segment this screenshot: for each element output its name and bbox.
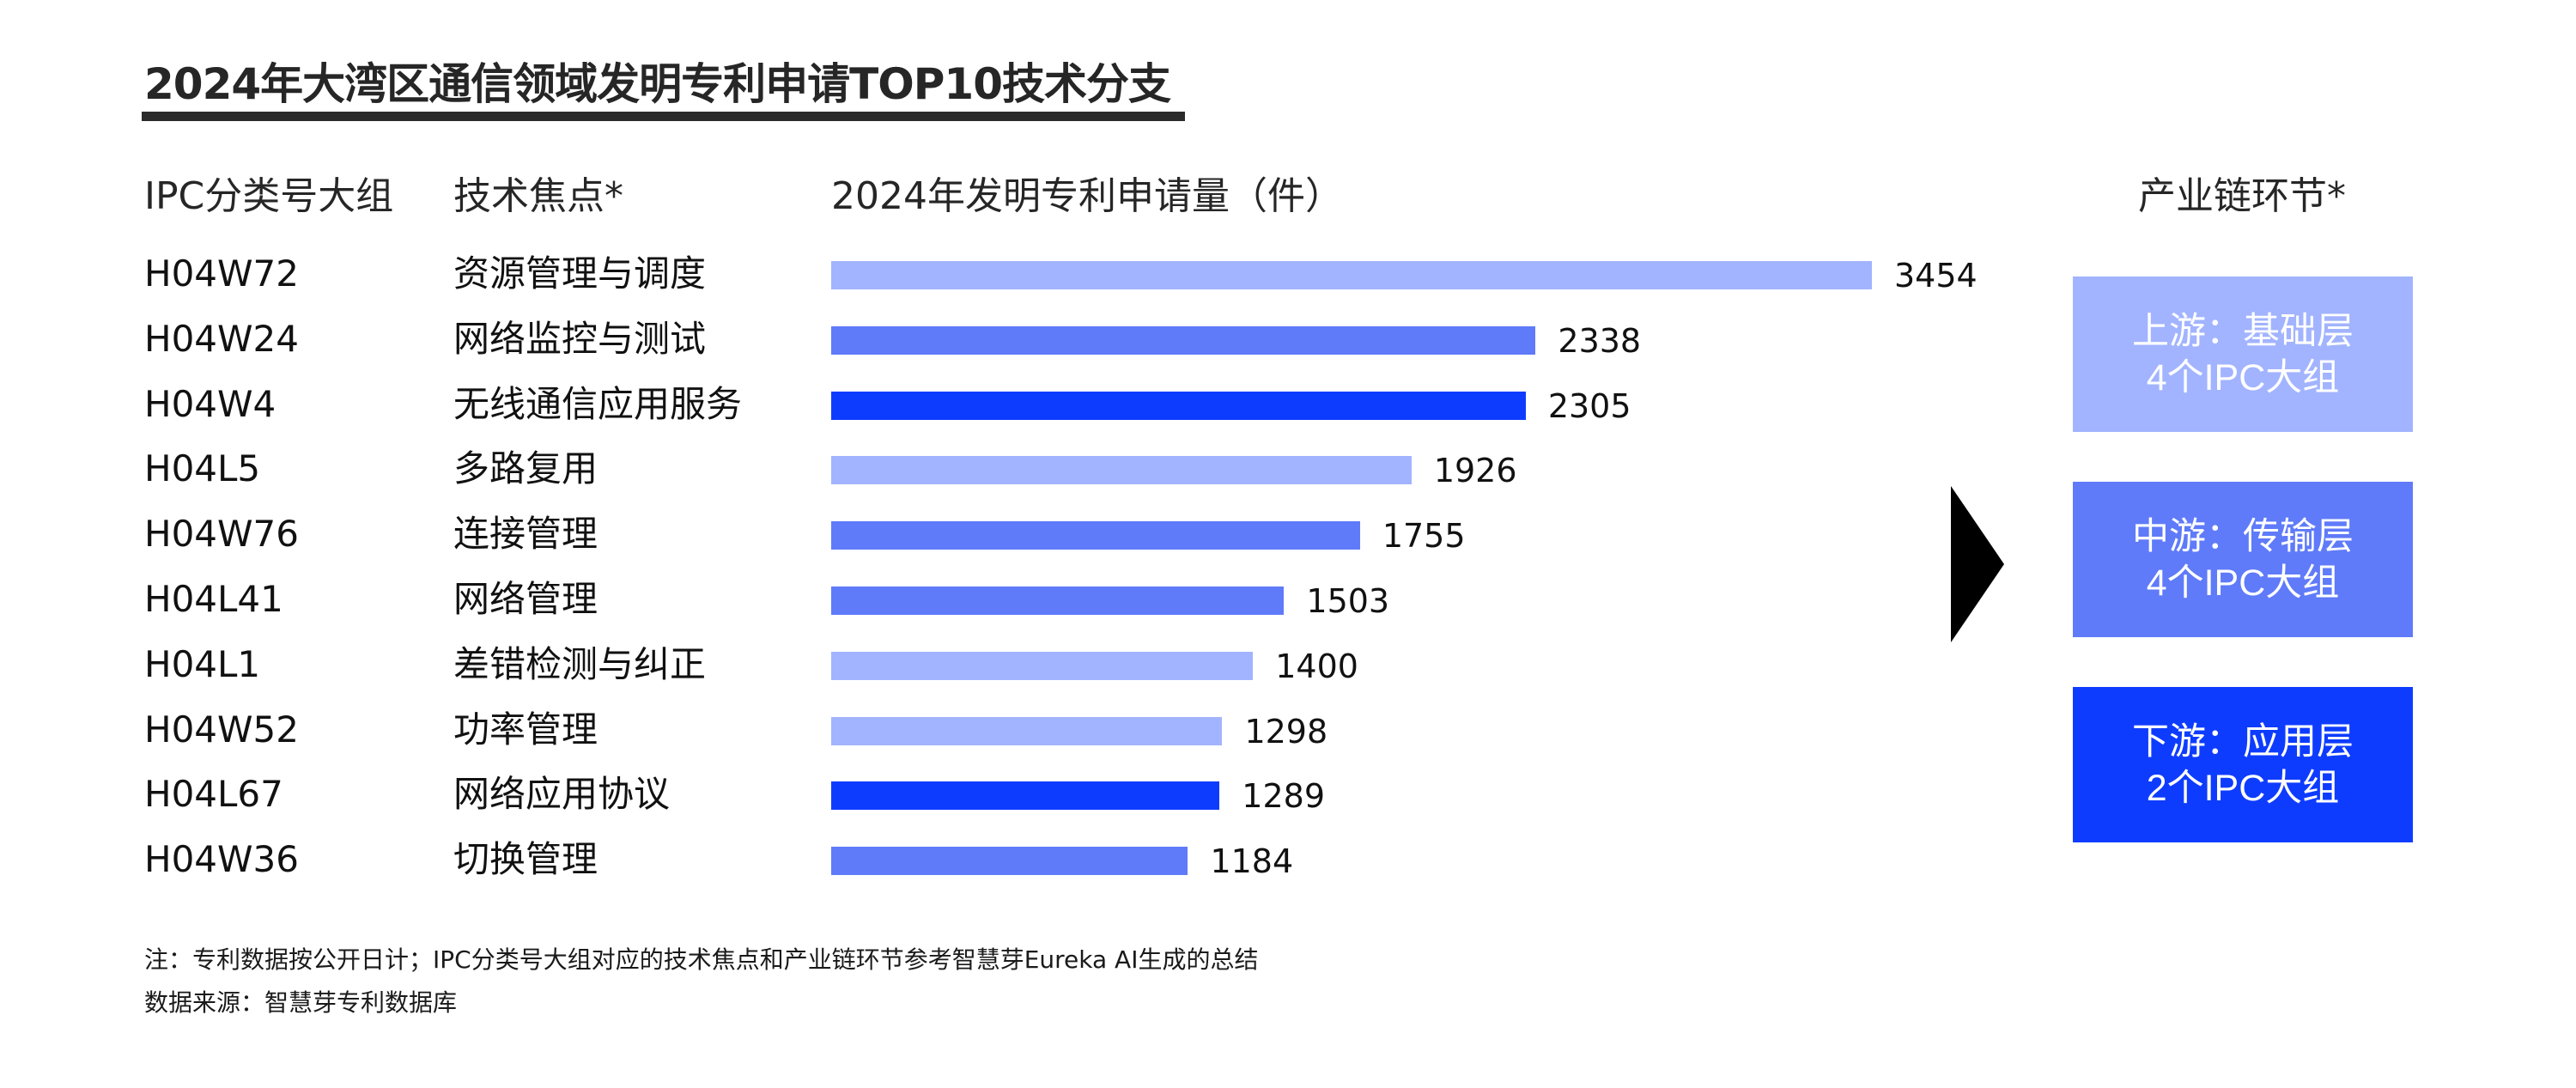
- tech-focus: 切换管理: [453, 838, 598, 881]
- bar: [831, 261, 1872, 289]
- stage-midstream-count: 4个IPC大组: [2146, 562, 2340, 604]
- bar-value-label: 1184: [1210, 842, 1294, 881]
- header-chain: 产业链环节*: [2138, 174, 2346, 218]
- bar: [831, 587, 1285, 615]
- bar-value-label: 2338: [1558, 321, 1642, 360]
- tech-focus: 资源管理与调度: [453, 252, 707, 295]
- ipc-code: H04L5: [144, 447, 261, 490]
- stage-midstream-title: 中游：传输层: [2132, 515, 2354, 557]
- header-ipc: IPC分类号大组: [144, 174, 394, 218]
- footnote: 注：专利数据按公开日计；IPC分类号大组对应的技术焦点和产业链环节参考智慧芽Eu…: [144, 945, 1259, 974]
- bar: [831, 456, 1412, 485]
- bar-value-label: 1289: [1242, 777, 1326, 816]
- stage-upstream-count: 4个IPC大组: [2146, 356, 2340, 398]
- tech-focus: 无线通信应用服务: [453, 382, 743, 425]
- stage-downstream-count: 2个IPC大组: [2146, 767, 2340, 809]
- bar: [831, 651, 1254, 680]
- header-focus: 技术焦点*: [453, 174, 623, 218]
- bar: [831, 325, 1536, 355]
- bar: [831, 391, 1526, 420]
- tech-focus: 差错检测与纠正: [453, 642, 707, 685]
- ipc-code: H04W52: [144, 708, 299, 751]
- ipc-code: H04L1: [144, 642, 261, 685]
- ipc-code: H04W72: [144, 252, 299, 295]
- ipc-code: H04L41: [144, 578, 283, 620]
- page-title: 2024年大湾区通信领域发明专利申请TOP10技术分支: [144, 59, 1171, 109]
- tech-focus: 网络监控与测试: [453, 317, 707, 360]
- tech-focus: 网络管理: [453, 578, 598, 620]
- data-source: 数据来源：智慧芽专利数据库: [144, 988, 458, 1017]
- bar-value-label: 1400: [1275, 647, 1358, 685]
- bar-value-label: 3454: [1894, 257, 1978, 295]
- stage-upstream: 上游：基础层 4个IPC大组: [2073, 277, 2413, 432]
- header-volume: 2024年发明专利申请量（件）: [831, 174, 1343, 218]
- ipc-code: H04W76: [144, 513, 299, 556]
- bar-value-label: 1926: [1433, 452, 1517, 490]
- tech-focus: 网络应用协议: [453, 773, 671, 816]
- stage-downstream-title: 下游：应用层: [2132, 720, 2354, 763]
- ipc-code: H04W24: [144, 317, 299, 360]
- bar: [831, 847, 1188, 876]
- ipc-code: H04W36: [144, 838, 299, 881]
- chevron-right-icon: [1951, 486, 2004, 642]
- stage-downstream: 下游：应用层 2个IPC大组: [2073, 687, 2413, 842]
- bar-value-label: 1755: [1382, 517, 1466, 556]
- ipc-code: H04L67: [144, 773, 283, 816]
- stage-midstream: 中游：传输层 4个IPC大组: [2073, 482, 2413, 637]
- bar-value-label: 1503: [1306, 582, 1390, 620]
- tech-focus: 功率管理: [453, 708, 598, 751]
- stage-upstream-title: 上游：基础层: [2132, 310, 2354, 352]
- bar: [831, 781, 1220, 811]
- bar: [831, 716, 1223, 745]
- tech-focus: 连接管理: [453, 513, 598, 556]
- title-underline: [142, 112, 1185, 121]
- bar-value-label: 2305: [1547, 386, 1631, 425]
- ipc-code: H04W4: [144, 382, 276, 425]
- tech-focus: 多路复用: [453, 447, 598, 490]
- bar: [831, 521, 1360, 550]
- bar-value-label: 1298: [1244, 712, 1328, 751]
